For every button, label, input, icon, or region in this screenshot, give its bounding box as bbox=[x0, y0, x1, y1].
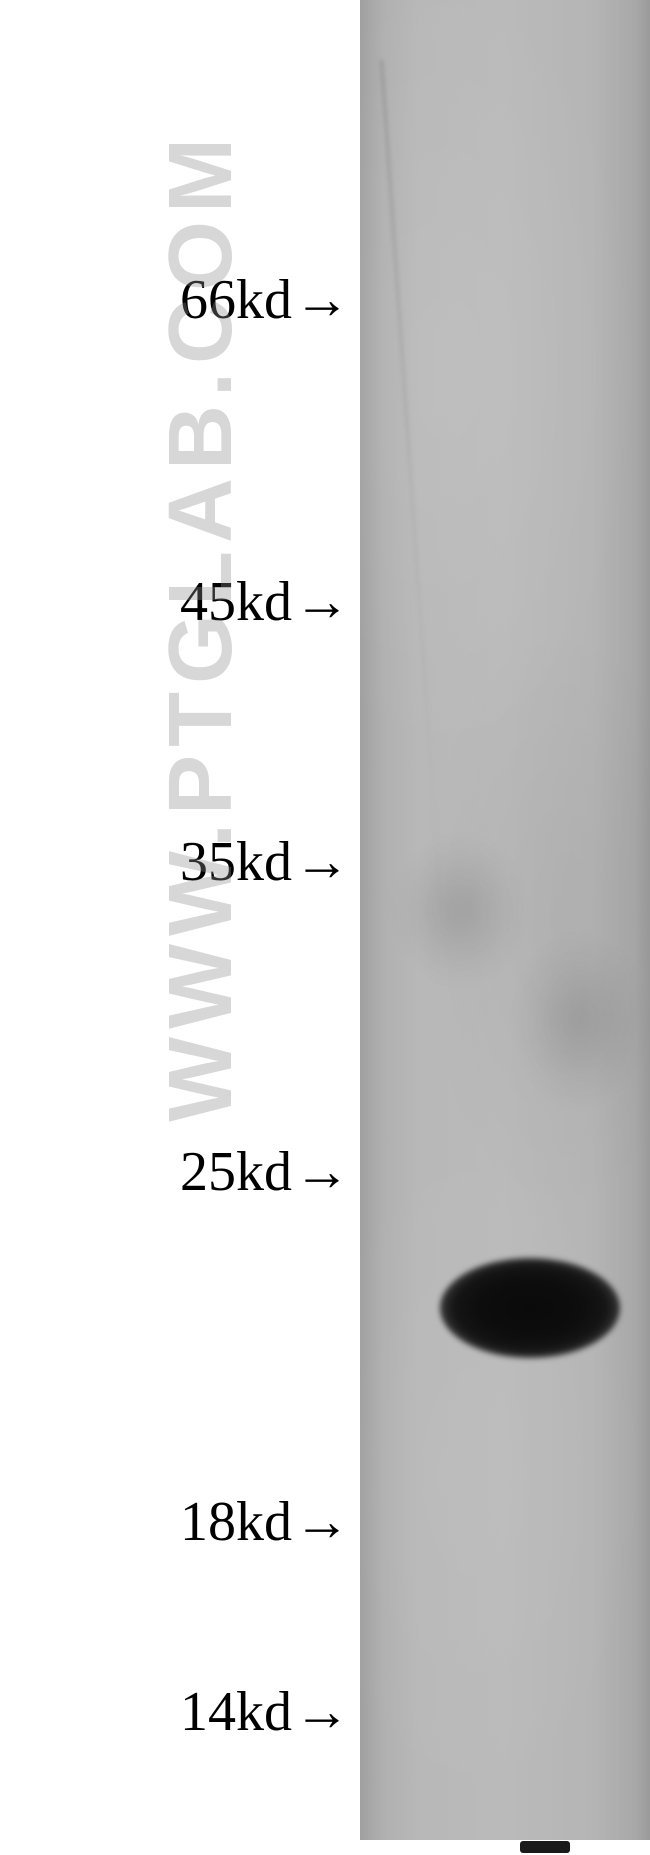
arrow-icon: → bbox=[294, 1680, 350, 1744]
protein-band-main bbox=[440, 1258, 620, 1358]
arrow-icon: → bbox=[294, 830, 350, 894]
arrow-icon: → bbox=[294, 570, 350, 634]
marker-label-14kd: 14kd→ bbox=[180, 1680, 350, 1744]
marker-text: 14kd bbox=[180, 1680, 292, 1744]
blot-smudge bbox=[520, 940, 640, 1100]
marker-labels-column: 66kd→ 45kd→ 35kd→ 25kd→ 18kd→ 14kd→ bbox=[0, 0, 360, 1855]
arrow-icon: → bbox=[294, 1490, 350, 1554]
marker-text: 25kd bbox=[180, 1140, 292, 1204]
marker-label-45kd: 45kd→ bbox=[180, 570, 350, 634]
marker-label-25kd: 25kd→ bbox=[180, 1140, 350, 1204]
marker-text: 35kd bbox=[180, 830, 292, 894]
marker-label-66kd: 66kd→ bbox=[180, 268, 350, 332]
marker-label-18kd: 18kd→ bbox=[180, 1490, 350, 1554]
blot-smudge bbox=[400, 840, 520, 980]
arrow-icon: → bbox=[294, 1140, 350, 1204]
lane-bottom-mark bbox=[520, 1841, 570, 1853]
marker-text: 66kd bbox=[180, 268, 292, 332]
blot-figure: 66kd→ 45kd→ 35kd→ 25kd→ 18kd→ 14kd→ WWW.… bbox=[0, 0, 650, 1855]
marker-text: 18kd bbox=[180, 1490, 292, 1554]
arrow-icon: → bbox=[294, 268, 350, 332]
marker-label-35kd: 35kd→ bbox=[180, 830, 350, 894]
marker-text: 45kd bbox=[180, 570, 292, 634]
